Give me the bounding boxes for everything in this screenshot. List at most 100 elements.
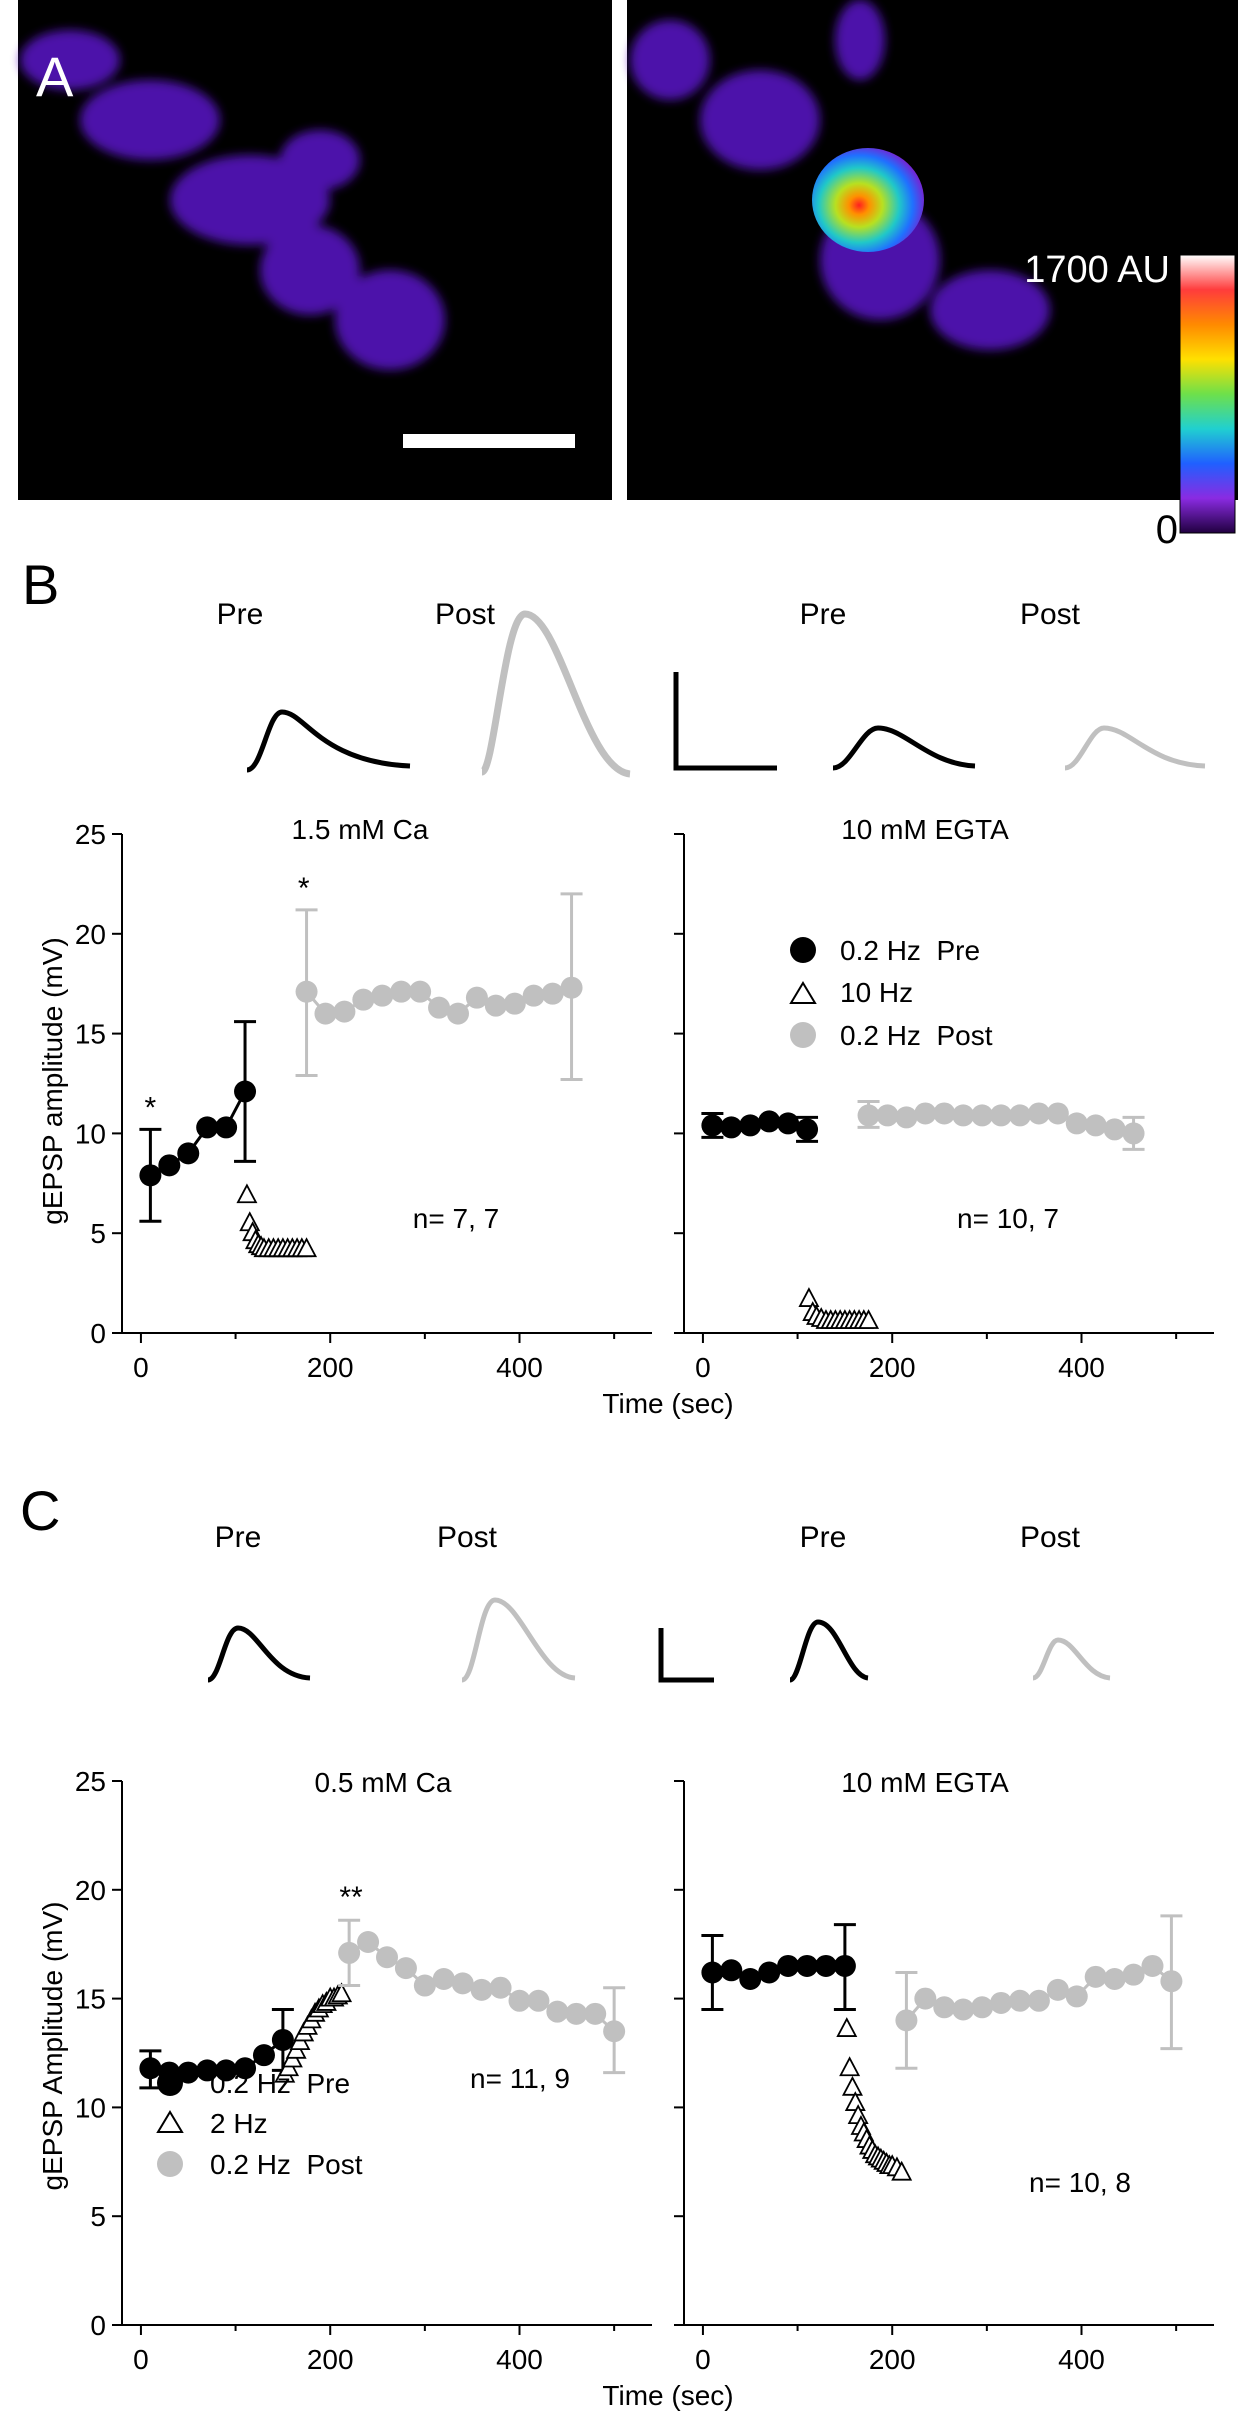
y-axis-label: gEPSP amplitude (mV) <box>37 937 68 1224</box>
trace-label-pre-left: Pre <box>217 598 264 631</box>
data-point <box>376 1946 398 1969</box>
n-label-b-left: n= 7, 7 <box>413 1203 499 1234</box>
epsp-trace-pre-right <box>788 1619 869 1683</box>
data-point <box>1027 1989 1050 2012</box>
y-tick-label: 25 <box>75 819 106 850</box>
soma-calcium-signal <box>812 148 924 252</box>
trace-label-post-right: Post <box>1020 598 1081 631</box>
y-tick-label: 0 <box>90 2310 106 2341</box>
x-tick-label: 0 <box>695 1352 711 1383</box>
x-axis-label: Time (sec) <box>602 2380 733 2411</box>
x-tick-label: 400 <box>1058 2344 1105 2375</box>
trace-label-pre-left: Pre <box>215 1521 262 1554</box>
data-point <box>895 1106 918 1129</box>
y-tick-label: 15 <box>75 1984 106 2015</box>
epsp-trace-post-right <box>1064 725 1206 771</box>
data-point <box>1008 1104 1031 1127</box>
x-tick-label: 0 <box>133 2344 149 2375</box>
plot-c-left: 0 200 400 0 5 10 15 20 25 ** <box>75 1766 652 2375</box>
legend-label-train: 2 Hz <box>210 2108 268 2139</box>
trace-label-post-left: Post <box>435 598 496 631</box>
data-point-triangle <box>296 1237 318 1258</box>
data-point <box>1084 1965 1107 1988</box>
legend-c: 0.2 Hz Pre 2 Hz 0.2 Hz Post <box>156 2068 363 2180</box>
data-point <box>1046 1102 1069 1125</box>
data-point <box>1122 1963 1145 1986</box>
data-point <box>1065 1985 1088 2008</box>
epsp-trace-pre-left <box>206 1625 311 1683</box>
y-tick-label: 20 <box>75 1875 106 1906</box>
panel-a: A 1700 AU 0 <box>18 0 1238 552</box>
data-point <box>971 1996 994 2019</box>
x-tick-label: 400 <box>496 1352 543 1383</box>
data-point <box>914 1102 937 1125</box>
data-point <box>177 1142 200 1165</box>
legend-label-pre: 0.2 Hz Pre <box>210 2068 350 2099</box>
legend-label-train: 10 Hz <box>840 977 913 1008</box>
data-point <box>451 1972 474 1995</box>
panel-letter-a: A <box>36 45 74 108</box>
data-point <box>215 2059 238 2082</box>
n-label-b-right: n= 10, 7 <box>957 1203 1059 1234</box>
data-point <box>409 980 432 1003</box>
legend-b: 0.2 Hz Pre 10 Hz 0.2 Hz Post <box>789 935 993 1051</box>
y-tick-label: 5 <box>90 1218 106 1249</box>
panel-letter-b: B <box>22 553 59 616</box>
data-point <box>603 2020 626 2043</box>
y-tick-label: 15 <box>75 1019 106 1050</box>
data-point <box>1103 1968 1126 1991</box>
data-point-triangle <box>858 1309 880 1329</box>
n-label-c-right: n= 10, 8 <box>1029 2167 1131 2198</box>
data-point-triangle <box>236 1183 258 1204</box>
data-point <box>1084 1114 1107 1137</box>
data-point <box>484 994 507 1017</box>
legend-marker-pre <box>157 2070 183 2096</box>
data-point <box>584 2002 607 2025</box>
data-point <box>990 1991 1013 2014</box>
scale-bar-traces <box>673 672 777 771</box>
epsp-trace-post-left <box>478 610 631 778</box>
data-point <box>338 1941 361 1964</box>
data-point <box>1122 1122 1145 1145</box>
legend-marker-train <box>156 2110 184 2133</box>
data-point <box>541 982 564 1005</box>
data-point-triangle <box>331 1982 353 2003</box>
data-point <box>1160 1970 1183 1993</box>
data-point <box>234 2057 257 2080</box>
plot-title-c-left: 0.5 mM Ca <box>315 1767 452 1798</box>
significance-star: ** <box>339 1881 363 1914</box>
y-tick-label: 0 <box>90 1318 106 1349</box>
epsp-trace-pre-left <box>246 709 411 773</box>
data-point <box>1008 1989 1031 2012</box>
data-point <box>1065 1112 1088 1135</box>
n-label-c-left: n= 11, 9 <box>470 2063 570 2094</box>
scale-bar <box>403 434 575 448</box>
data-point-triangle <box>841 2075 863 2096</box>
data-point <box>357 1931 380 1954</box>
data-point <box>527 1989 550 2012</box>
data-point <box>758 1110 781 1133</box>
data-point <box>777 1954 800 1977</box>
legend-marker-post <box>157 2151 183 2177</box>
data-point <box>314 1002 337 1025</box>
data-point <box>990 1104 1013 1127</box>
data-point <box>470 1978 493 2001</box>
y-tick-label: 25 <box>75 1766 106 1797</box>
data-point <box>177 2061 200 2084</box>
data-point <box>234 1080 257 1103</box>
data-point <box>394 1957 417 1980</box>
data-point <box>432 1968 455 1991</box>
y-tick-label: 20 <box>75 919 106 950</box>
plot-title-c-right: 10 mM EGTA <box>841 1767 1009 1798</box>
epsp-trace-post-left <box>460 1597 576 1683</box>
data-point <box>271 2028 294 2051</box>
x-tick-label: 400 <box>1058 1352 1105 1383</box>
data-point <box>914 1987 937 2010</box>
trace-label-pre-right: Pre <box>800 598 847 631</box>
data-point <box>465 986 488 1009</box>
legend-label-post: 0.2 Hz Post <box>210 2149 363 2180</box>
data-point <box>739 1114 762 1137</box>
data-point <box>413 1974 436 1997</box>
data-point <box>428 996 451 1019</box>
y-axis-label: gEPSP Amplitude (mV) <box>37 1902 68 2191</box>
